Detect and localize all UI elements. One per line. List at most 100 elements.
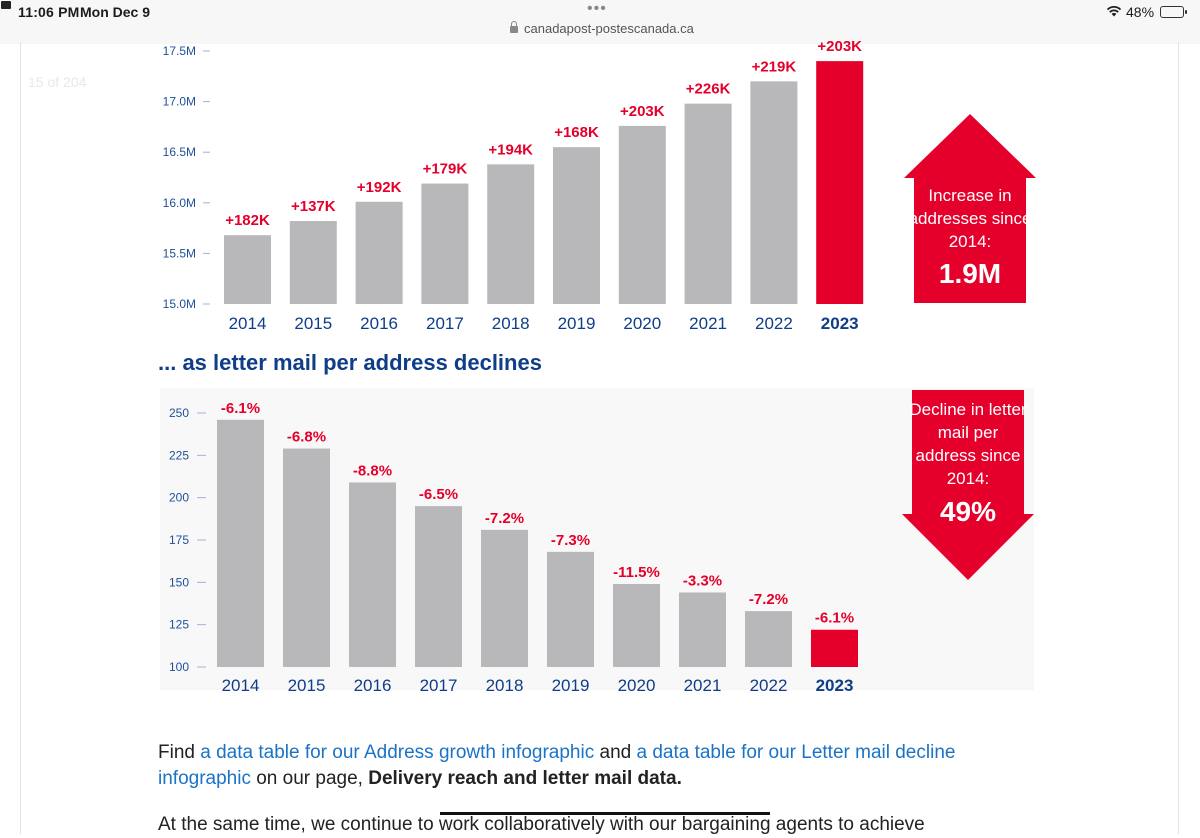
bar-chart-2: 100 125 150 175 200 225 250 -6.1% 2014 -6.8% 2015 -… xyxy=(160,388,1034,695)
section-heading: ... as letter mail per address declines xyxy=(158,350,542,375)
bar-2018 xyxy=(487,164,535,304)
x-tick-label: 2015 xyxy=(294,314,332,333)
data-label-2018: +194K xyxy=(488,141,533,158)
y-tick-label: 125 xyxy=(169,618,189,632)
bar-2020 xyxy=(613,584,660,667)
decline-callout-value: 49% xyxy=(939,496,997,527)
page-counter: 15 of 204 xyxy=(28,74,87,90)
data-label-2021: -3.3% xyxy=(683,572,722,589)
x-tick-label: 2018 xyxy=(492,314,530,333)
data-label-2015: -6.8% xyxy=(287,429,326,446)
y-tick-label: 17.5M xyxy=(163,44,196,58)
data-label-2016: +192K xyxy=(357,179,402,196)
data-label-2016: -8.8% xyxy=(353,462,392,479)
x-tick-label: 2016 xyxy=(360,314,398,333)
bar-2021 xyxy=(684,103,732,305)
y-tick-label: 250 xyxy=(169,406,189,420)
url-text: canadapost-postescanada.ca xyxy=(524,21,694,36)
data-label-2020: +203K xyxy=(620,103,665,120)
bar-2019 xyxy=(547,551,594,667)
y-tick-label: 16.0M xyxy=(163,196,196,210)
delivery-reach-page-name: Delivery reach and letter mail data. xyxy=(368,768,682,789)
bar-2022 xyxy=(745,611,792,667)
y-tick-label: 100 xyxy=(169,660,189,674)
data-label-2014: -6.1% xyxy=(221,400,260,417)
data-table-paragraph: Find a data table for our Address growth… xyxy=(158,740,1038,792)
increase-callout-text: Increase in addresses since 2014: xyxy=(908,186,1032,251)
bar-2017 xyxy=(421,183,469,304)
frame-border-right xyxy=(1178,42,1179,834)
x-tick-label: 2021 xyxy=(684,676,722,695)
selection-handle-bar xyxy=(440,812,770,815)
y-tick-label: 225 xyxy=(169,448,189,462)
data-label-2017: +179K xyxy=(423,161,468,178)
bar-2019 xyxy=(553,147,600,304)
more-dots-icon[interactable]: ••• xyxy=(587,0,607,17)
status-time: 11:06 PM xyxy=(18,4,80,20)
x-tick-label: 2014 xyxy=(222,676,260,695)
bar-2021 xyxy=(679,592,726,667)
y-tick-label: 150 xyxy=(169,575,189,589)
y-tick-label: 15.0M xyxy=(163,297,196,311)
x-tick-label: 2020 xyxy=(623,314,661,333)
x-tick-label: 2018 xyxy=(486,676,524,695)
x-tick-label: 2022 xyxy=(750,676,788,695)
frame-border-left xyxy=(20,42,21,834)
status-bar: 11:06 PM Mon Dec 9 ••• canadapost-postes… xyxy=(0,0,1200,44)
bar-2016 xyxy=(355,201,403,304)
data-label-2019: +168K xyxy=(554,124,599,141)
x-tick-label: 2023 xyxy=(816,676,854,695)
wifi-icon xyxy=(1106,4,1122,23)
bar-2015 xyxy=(289,221,337,304)
data-label-2023: -6.1% xyxy=(815,610,854,627)
data-label-2015: +137K xyxy=(291,198,336,215)
bar-2023 xyxy=(816,61,864,305)
bar-2022 xyxy=(750,81,798,304)
decline-callout-text: Decline in letter mail per address since… xyxy=(909,400,1027,488)
lock-icon xyxy=(510,21,518,33)
paragraph-text: on our page, xyxy=(250,768,369,789)
data-label-2022: +219K xyxy=(752,58,797,75)
bar-2023 xyxy=(811,629,858,667)
x-tick-label: 2022 xyxy=(755,314,793,333)
bargaining-paragraph: At the same time, we continue to work co… xyxy=(158,814,925,835)
bar-2017 xyxy=(415,506,462,667)
address-growth-table-link[interactable]: a data table for our Address growth info… xyxy=(200,742,595,763)
bar-2015 xyxy=(283,448,330,667)
y-tick-label: 16.5M xyxy=(163,145,196,159)
data-label-2018: -7.2% xyxy=(485,510,524,527)
data-label-2023: +203K xyxy=(817,38,862,55)
bar-2020 xyxy=(618,125,666,304)
x-tick-label: 2020 xyxy=(618,676,656,695)
data-label-2019: -7.3% xyxy=(551,532,590,549)
y-tick-label: 17.0M xyxy=(163,95,196,109)
data-label-2022: -7.2% xyxy=(749,591,788,608)
paragraph-text: and xyxy=(594,742,637,763)
battery-icon xyxy=(1160,6,1187,18)
y-tick-label: 175 xyxy=(169,533,189,547)
down-arrow-icon xyxy=(902,390,1034,580)
x-tick-label: 2017 xyxy=(420,676,458,695)
y-tick-label: 200 xyxy=(169,491,189,505)
x-tick-label: 2023 xyxy=(821,314,859,333)
data-label-2021: +226K xyxy=(686,81,731,98)
paragraph-text: Find xyxy=(158,742,201,763)
battery-percent: 48% xyxy=(1126,4,1155,20)
x-tick-label: 2014 xyxy=(229,314,267,333)
bar-2018 xyxy=(481,529,528,667)
bar-chart-1: 15.0M 15.5M 16.0M 16.5M 17.0M 17.5M +182K 2014 +… xyxy=(163,38,864,333)
x-tick-label: 2021 xyxy=(689,314,727,333)
x-tick-label: 2019 xyxy=(552,676,590,695)
up-arrow-icon xyxy=(904,114,1036,303)
increase-callout-value: 1.9M xyxy=(938,258,1002,289)
address-bar[interactable]: canadapost-postescanada.ca xyxy=(510,21,694,36)
bar-2014 xyxy=(217,419,264,667)
data-label-2017: -6.5% xyxy=(419,486,458,503)
x-tick-label: 2015 xyxy=(288,676,326,695)
x-tick-label: 2019 xyxy=(558,314,596,333)
x-tick-label: 2016 xyxy=(354,676,392,695)
letter-mail-table-link[interactable]: a data table for our Letter mail decline… xyxy=(158,742,956,789)
status-date: Mon Dec 9 xyxy=(80,4,151,20)
